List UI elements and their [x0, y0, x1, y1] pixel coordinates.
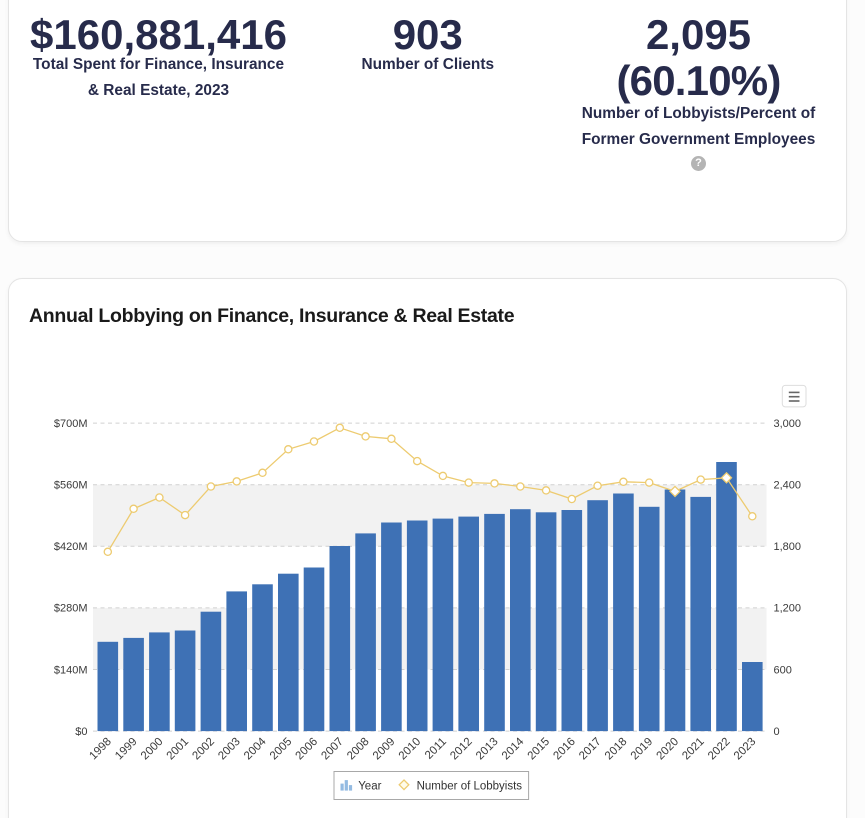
svg-text:2022: 2022 — [706, 736, 733, 763]
svg-text:2011: 2011 — [423, 736, 449, 762]
svg-text:2004: 2004 — [242, 735, 269, 762]
svg-text:2014: 2014 — [500, 735, 527, 762]
svg-text:2016: 2016 — [551, 736, 578, 763]
svg-text:1,800: 1,800 — [774, 541, 802, 553]
svg-text:$140M: $140M — [54, 664, 88, 676]
svg-text:Year: Year — [358, 781, 381, 793]
svg-text:1998: 1998 — [87, 736, 114, 763]
svg-text:2005: 2005 — [268, 736, 295, 763]
svg-text:$280M: $280M — [54, 603, 88, 615]
svg-text:2007: 2007 — [319, 736, 346, 763]
svg-text:2012: 2012 — [448, 736, 475, 763]
svg-text:Number of Lobbyists: Number of Lobbyists — [417, 781, 523, 793]
svg-text:2003: 2003 — [216, 736, 243, 763]
svg-text:2023: 2023 — [732, 736, 759, 763]
svg-text:2006: 2006 — [294, 736, 321, 763]
svg-text:600: 600 — [774, 664, 792, 676]
svg-text:2,400: 2,400 — [774, 480, 802, 492]
svg-text:$560M: $560M — [54, 480, 88, 492]
svg-text:2015: 2015 — [526, 736, 553, 763]
svg-text:3,000: 3,000 — [774, 418, 802, 430]
svg-text:2019: 2019 — [629, 736, 656, 763]
svg-text:2002: 2002 — [190, 736, 217, 763]
svg-text:2013: 2013 — [474, 736, 501, 763]
svg-text:2017: 2017 — [577, 736, 604, 763]
svg-text:2010: 2010 — [397, 736, 424, 763]
svg-text:0: 0 — [774, 726, 780, 738]
svg-text:1999: 1999 — [113, 736, 140, 763]
svg-text:1,200: 1,200 — [774, 603, 802, 615]
svg-text:2001: 2001 — [165, 736, 192, 763]
svg-text:2018: 2018 — [603, 736, 630, 763]
svg-text:2008: 2008 — [345, 736, 372, 763]
svg-text:$0: $0 — [75, 726, 87, 738]
svg-text:$700M: $700M — [54, 418, 88, 430]
svg-text:$420M: $420M — [54, 541, 88, 553]
svg-text:2009: 2009 — [371, 736, 398, 763]
svg-text:2021: 2021 — [680, 736, 707, 763]
svg-text:2000: 2000 — [139, 736, 166, 763]
svg-text:2020: 2020 — [655, 736, 682, 763]
